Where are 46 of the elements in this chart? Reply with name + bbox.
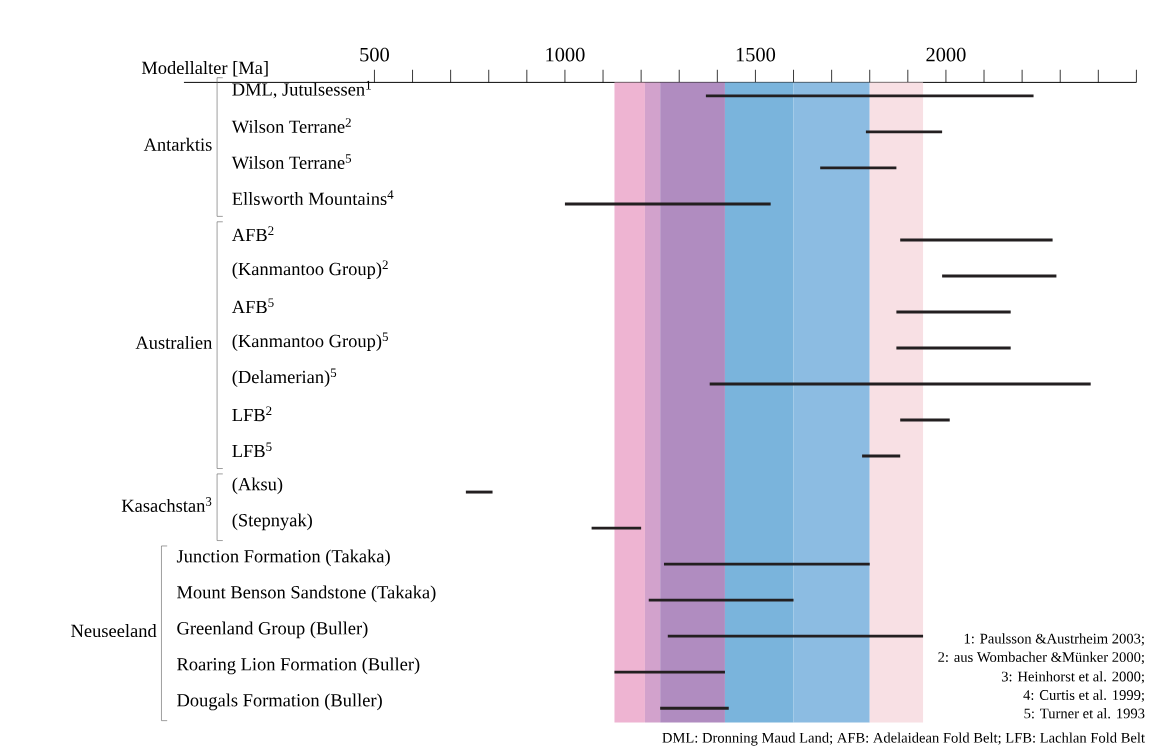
y-tick-label: Greenland Group (Buller) xyxy=(177,621,368,639)
y-tick-label: LFB$^{5}$ xyxy=(232,442,272,457)
bar xyxy=(614,670,725,674)
text: DML: Dronning Maud Land; AFB: Adelaidean Fold Belt; LFB: Lachlan Fold Belt xyxy=(662,732,1145,746)
x-tick-label: 500 xyxy=(360,47,389,62)
x-tick-label: 1000 xyxy=(546,47,585,62)
annotation: 2: aus Wombacher &Münker 2000; xyxy=(938,651,1144,664)
bar xyxy=(465,490,493,494)
y-tick-label: (Kanmantoo Group)$^{5}$ xyxy=(232,332,388,351)
y-tick-label: DML, Jutulsessen$^{1}$ xyxy=(232,80,371,99)
bar xyxy=(648,598,794,602)
y-tick-label: Wilson Terrane$^{5}$ xyxy=(231,154,352,169)
bar xyxy=(564,202,771,206)
bar xyxy=(667,634,924,638)
bar xyxy=(660,706,729,710)
y-tick-label: Ellsworth Mountains$^{4}$ xyxy=(232,190,394,205)
bar xyxy=(591,526,642,530)
y-tick-label: Mount Benson Sandstone (Takaka) xyxy=(177,585,436,603)
bar xyxy=(820,166,897,170)
y-tick-label: Junction Formation (Takaka) xyxy=(176,549,390,567)
y-tick-label: (Kanmantoo Group)$^{2}$ xyxy=(232,260,388,279)
y-tick-label: Wilson Terrane$^{2}$ xyxy=(231,118,351,133)
y-tick-label: Dougals Formation (Buller) xyxy=(177,693,382,711)
y-tick-label: AFB$^{5}$ xyxy=(231,298,274,313)
y-tick-label: AFB$^{2}$ xyxy=(231,226,274,241)
annotation: Kasachstan$^{3}$ xyxy=(121,497,212,512)
annotation: Australien xyxy=(135,335,213,349)
bar xyxy=(862,454,901,458)
bar xyxy=(900,238,1053,242)
y-tick-label: Roaring Lion Formation (Buller) xyxy=(177,657,420,675)
y-tick-label: (Stepnyak) xyxy=(232,513,312,531)
annotation: Antarktis xyxy=(143,137,212,151)
x-tick-label: 2000 xyxy=(926,47,966,62)
annotation: 5: Turner et al. 1993 xyxy=(1024,708,1145,719)
y-tick-label: LFB$^{2}$ xyxy=(232,406,272,422)
bar xyxy=(865,130,943,134)
annotation: 1: Paulsson &Austrheim 2003; xyxy=(964,633,1144,646)
y-tick-label: (Aksu) xyxy=(232,477,283,495)
x-tick-label: 1500 xyxy=(736,47,776,62)
bar xyxy=(663,562,870,566)
annotation: 4: Curtis et al. 1999; xyxy=(1023,689,1144,702)
bar xyxy=(705,94,1034,98)
text: Neuseeland xyxy=(71,624,157,637)
x-axis-title: Modellalter [Ma] xyxy=(141,60,268,77)
annotation: 3: Heinhorst et al. 2000; xyxy=(1001,671,1144,684)
y-tick-label: (Delamerian)$^{5}$ xyxy=(232,368,337,387)
